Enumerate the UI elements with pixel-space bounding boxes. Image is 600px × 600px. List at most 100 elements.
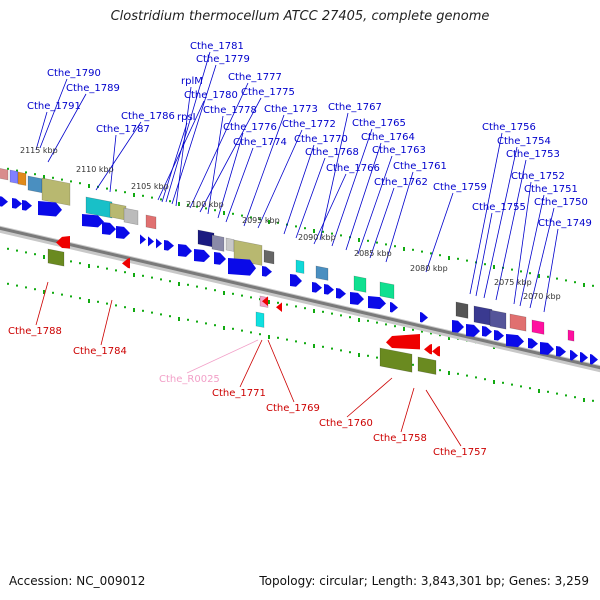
track-dot [538, 389, 540, 393]
track-dot [376, 356, 378, 359]
track-dot [295, 225, 297, 228]
reverse-gene-arrow-7 [432, 346, 440, 357]
forward-gene-arrow-19 [324, 284, 334, 295]
leader-line [39, 78, 68, 149]
track-dot [322, 345, 324, 348]
gene-labels: Cthe_1790 Cthe_1789 Cthe_1791 Cthe_1781 Cthe… [8, 41, 592, 458]
forward-gene-label-15: Cthe_1773 [264, 104, 318, 115]
leader-line [225, 147, 254, 223]
track-dot [547, 275, 549, 278]
track-dot [367, 354, 369, 357]
track-dot [313, 229, 315, 233]
reverse-gene-label-7: Cthe_1758 [373, 433, 427, 444]
genes-label: Genes: [508, 574, 551, 588]
forward-gene-label-28: Cthe_1756 [482, 122, 536, 133]
forward-gene-arrow-1 [0, 196, 8, 207]
forward-gene-arrow-4 [38, 201, 62, 217]
forward-gene-label-26: Cthe_1762 [374, 177, 428, 188]
track-dot [115, 189, 117, 192]
topology-value: circular [319, 574, 364, 588]
track-dot [79, 297, 81, 300]
cog-box-14 [263, 249, 275, 265]
forward-gene-label-19: Cthe_1770 [294, 134, 348, 145]
track-dot [466, 374, 468, 377]
forward-gene-label-21: Cthe_1768 [305, 147, 359, 158]
forward-gene-arrow-20 [336, 288, 346, 299]
track-dot [214, 209, 216, 212]
track-dot [376, 321, 378, 324]
leader-line [243, 114, 285, 227]
track-dot [484, 263, 486, 266]
forward-gene-arrow-16 [262, 266, 272, 277]
forward-gene-label-3: Cthe_1791 [27, 101, 81, 112]
cog-box-18 [379, 281, 395, 300]
track-dot [250, 331, 252, 334]
reverse-gene-arrow-5 [386, 334, 420, 350]
leader-line [161, 122, 188, 203]
track-dot [16, 249, 18, 252]
track-dot [529, 387, 531, 390]
track-dot [34, 288, 36, 291]
track-dot [34, 173, 36, 176]
cog-box-8 [123, 207, 139, 226]
forward-gene-arrow-5 [82, 214, 104, 228]
track-dot [205, 322, 207, 325]
leader-line [495, 159, 527, 301]
track-dot [151, 311, 153, 314]
track-dot [295, 340, 297, 343]
track-dot [16, 169, 18, 172]
kbp-label-2: 2110 kbp [76, 165, 114, 174]
track-dot [430, 252, 432, 255]
forward-gene-label-2: Cthe_1789 [66, 83, 120, 94]
track-dot [61, 178, 63, 181]
track-dot [286, 303, 288, 306]
track-dot [538, 274, 540, 278]
track-dot [358, 318, 360, 322]
track-dot [142, 274, 144, 277]
track-dot [178, 282, 180, 286]
leader-line [331, 128, 373, 247]
track-dot [70, 180, 72, 183]
length-value: 3,843,301 bp [420, 574, 501, 588]
track-dot [556, 277, 558, 280]
track-dot [115, 269, 117, 272]
forward-gene-arrow-28 [494, 330, 504, 341]
cog-box-2 [9, 169, 19, 184]
leader-line [345, 142, 382, 251]
track-dot [457, 257, 459, 260]
track-dot [124, 306, 126, 309]
cog-box-24 [567, 329, 575, 342]
track-dot [25, 286, 27, 289]
forward-gene-label-16: Cthe_1767 [328, 102, 382, 113]
reverse-gene-label-8: Cthe_1757 [433, 447, 487, 458]
track-dot [43, 175, 45, 179]
leader-line [295, 157, 326, 239]
track-dot [250, 216, 252, 219]
track-dot [511, 383, 513, 386]
forward-gene-arrow-21 [350, 292, 364, 305]
track-dot [520, 270, 522, 273]
track-dot [88, 264, 90, 268]
cog-box-28 [255, 311, 265, 328]
track-dot [106, 267, 108, 270]
reverse-gene-label-2: Cthe_1784 [73, 346, 127, 357]
cog-box-19 [455, 301, 469, 319]
track-dot [196, 320, 198, 323]
reverse-gene-label-4: Cthe_1771 [212, 388, 266, 399]
track-dot [421, 250, 423, 253]
track-dot [277, 221, 279, 224]
track-dot [556, 392, 558, 395]
track-dot [79, 262, 81, 265]
track-dot [592, 284, 594, 287]
leader-line [346, 377, 393, 418]
track-dot [178, 202, 180, 206]
track-dot [232, 212, 234, 215]
track-dot [358, 238, 360, 242]
track-dot [403, 327, 405, 331]
track-dot [196, 205, 198, 208]
track-dot [187, 203, 189, 206]
track-dot [448, 371, 450, 375]
track-dot [277, 336, 279, 339]
forward-gene-label-11: Cthe_1778 [203, 105, 257, 116]
cog-box-4 [27, 175, 43, 194]
